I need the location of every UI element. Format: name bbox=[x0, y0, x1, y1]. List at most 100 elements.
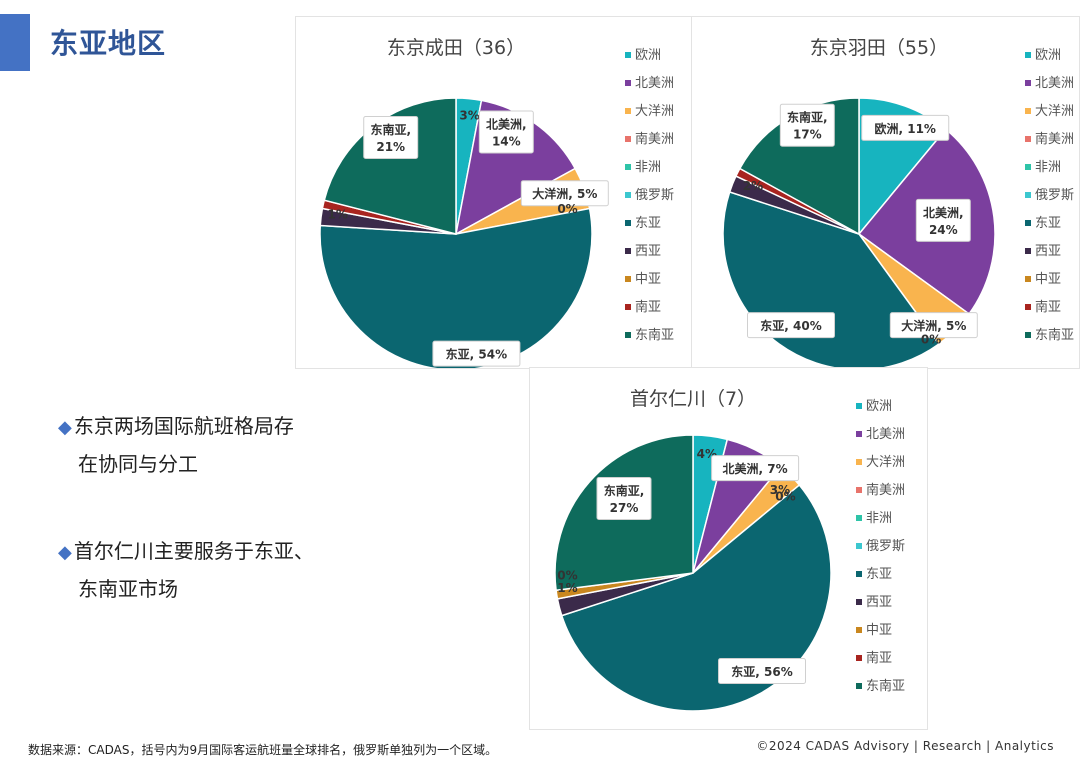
data-label: 0% bbox=[557, 568, 577, 582]
legend-item-欧洲: 欧洲 bbox=[1025, 48, 1061, 63]
copyright-note: ©2024 CADAS Advisory | Research | Analyt… bbox=[756, 739, 1054, 753]
svg-text:北美洲: 北美洲 bbox=[866, 427, 905, 442]
legend-swatch bbox=[1025, 304, 1031, 310]
legend-item-俄罗斯: 俄罗斯 bbox=[856, 539, 905, 554]
chart-panel-narita: 东京成田（36） 3% 北美洲, 14% 大洋洲, 5% 0% 东亚, 54% 1% 东南亚, 2… bbox=[295, 16, 693, 369]
pie-slice-东亚 bbox=[319, 207, 593, 368]
svg-text:1%: 1% bbox=[327, 208, 347, 222]
legend-item-东南亚: 东南亚 bbox=[625, 327, 674, 343]
data-label: 3% bbox=[770, 483, 790, 497]
svg-text:南美洲: 南美洲 bbox=[1035, 131, 1074, 147]
chart-panel-haneda: 东京羽田（55） 欧洲, 11% 北美洲, 24% 大洋洲, 5% 0% 东亚, 40% 2%… bbox=[691, 16, 1080, 369]
legend-item-北美洲: 北美洲 bbox=[856, 427, 905, 442]
svg-text:大洋洲: 大洋洲 bbox=[1035, 104, 1074, 119]
legend-swatch bbox=[625, 80, 631, 86]
svg-text:东南亚: 东南亚 bbox=[1035, 327, 1074, 343]
pie-slice-东亚 bbox=[560, 483, 832, 712]
data-label: 东亚, 56% bbox=[718, 657, 806, 684]
data-label: 0% bbox=[775, 490, 795, 504]
legend-swatch bbox=[856, 599, 862, 605]
legend-item-中亚: 中亚 bbox=[1025, 272, 1061, 287]
legend-swatch bbox=[625, 248, 631, 254]
bullet-2-line-1: 首尔仁川主要服务于东亚、 bbox=[73, 539, 314, 563]
svg-text:3%: 3% bbox=[459, 108, 479, 122]
legend-item-南美洲: 南美洲 bbox=[1025, 131, 1074, 147]
legend-swatch bbox=[1025, 276, 1031, 282]
svg-text:俄罗斯: 俄罗斯 bbox=[866, 539, 905, 554]
legend-item-非洲: 非洲 bbox=[1025, 160, 1061, 175]
legend-swatch bbox=[1025, 52, 1031, 58]
data-label: 东亚, 40% bbox=[747, 312, 835, 339]
svg-text:欧洲: 欧洲 bbox=[635, 48, 661, 63]
svg-text:南亚: 南亚 bbox=[635, 299, 661, 315]
svg-text:1%: 1% bbox=[557, 581, 577, 595]
data-label: 3% bbox=[459, 108, 479, 122]
legend-item-大洋洲: 大洋洲 bbox=[625, 104, 674, 119]
data-label: 2% bbox=[743, 179, 763, 193]
svg-text:东南亚,27%: 东南亚, 27% bbox=[604, 483, 645, 515]
svg-text:非洲: 非洲 bbox=[866, 511, 892, 526]
legend-swatch bbox=[856, 459, 862, 465]
svg-text:北美洲: 北美洲 bbox=[1035, 76, 1074, 91]
legend-item-南亚: 南亚 bbox=[1025, 299, 1061, 315]
data-label: 东南亚, 27% bbox=[596, 476, 652, 520]
svg-text:东亚, 54%: 东亚, 54% bbox=[446, 347, 507, 362]
svg-text:西亚: 西亚 bbox=[866, 595, 892, 610]
legend-swatch bbox=[625, 52, 631, 58]
svg-text:西亚: 西亚 bbox=[1035, 244, 1061, 259]
svg-text:南亚: 南亚 bbox=[866, 650, 892, 666]
svg-text:东亚: 东亚 bbox=[1035, 216, 1061, 231]
svg-text:东南亚: 东南亚 bbox=[635, 327, 674, 343]
svg-text:非洲: 非洲 bbox=[635, 160, 661, 175]
chart-title: 东京羽田（55） bbox=[810, 37, 948, 59]
pie-chart-incheon: 首尔仁川（7）4%北美洲, 7%3%0%东亚, 56%1%0%东南亚, 27%欧洲… bbox=[554, 388, 905, 712]
pie-chart-narita: 东京成田（36） 3% 北美洲, 14% 大洋洲, 5%0% 东亚, 54% 1% 东南亚, 2… bbox=[319, 37, 674, 368]
data-label: 东南亚, 21% bbox=[363, 115, 419, 159]
legend-item-东亚: 东亚 bbox=[625, 216, 661, 231]
data-label: 欧洲, 11% bbox=[861, 114, 950, 141]
legend-item-中亚: 中亚 bbox=[625, 272, 661, 287]
chart-title: 首尔仁川（7） bbox=[630, 388, 756, 410]
svg-text:0%: 0% bbox=[775, 490, 795, 504]
legend-swatch bbox=[1025, 192, 1031, 198]
data-label: 东亚, 54% bbox=[432, 340, 521, 367]
legend-swatch bbox=[856, 515, 862, 521]
legend-item-西亚: 西亚 bbox=[625, 244, 661, 259]
legend-swatch bbox=[856, 403, 862, 409]
slide-title: 东亚地区 bbox=[50, 27, 167, 60]
legend-item-大洋洲: 大洋洲 bbox=[1025, 104, 1074, 119]
data-label: 1% bbox=[557, 581, 577, 595]
legend-item-东南亚: 东南亚 bbox=[856, 678, 905, 694]
legend-item-欧洲: 欧洲 bbox=[625, 48, 661, 63]
legend-item-北美洲: 北美洲 bbox=[1025, 76, 1074, 91]
legend-item-欧洲: 欧洲 bbox=[856, 399, 892, 414]
data-label: 1% bbox=[327, 208, 347, 222]
legend-swatch bbox=[625, 220, 631, 226]
pie-chart-haneda: 东京羽田（55） 欧洲, 11% 北美洲, 24% 大洋洲, 5%0% 东亚, 40% 2%… bbox=[722, 37, 1074, 368]
legend-item-中亚: 中亚 bbox=[856, 623, 892, 638]
data-label: 大洋洲, 5% bbox=[520, 180, 609, 207]
svg-text:中亚: 中亚 bbox=[1035, 272, 1061, 287]
bullet-point-1: ◆ 东京两场国际航班格局存 在协同与分工 bbox=[58, 408, 294, 482]
legend-item-大洋洲: 大洋洲 bbox=[856, 455, 905, 470]
svg-text:南亚: 南亚 bbox=[1035, 299, 1061, 315]
legend-swatch bbox=[1025, 248, 1031, 254]
svg-text:东亚: 东亚 bbox=[866, 567, 892, 582]
svg-text:大洋洲, 5%: 大洋洲, 5% bbox=[901, 318, 966, 333]
svg-text:北美洲,24%: 北美洲, 24% bbox=[923, 205, 964, 237]
legend-swatch bbox=[856, 571, 862, 577]
svg-text:欧洲, 11%: 欧洲, 11% bbox=[875, 121, 936, 136]
bullet-1-line-2: 在协同与分工 bbox=[78, 452, 198, 476]
svg-text:3%: 3% bbox=[770, 483, 790, 497]
chart-title: 东京成田（36） bbox=[387, 37, 525, 59]
svg-text:0%: 0% bbox=[921, 333, 941, 347]
bullet-point-2: ◆ 首尔仁川主要服务于东亚、 东南亚市场 bbox=[58, 533, 314, 607]
legend-swatch bbox=[625, 276, 631, 282]
svg-text:欧洲: 欧洲 bbox=[1035, 48, 1061, 63]
legend-swatch bbox=[856, 683, 862, 689]
svg-text:非洲: 非洲 bbox=[1035, 160, 1061, 175]
data-label: 大洋洲, 5% bbox=[889, 312, 978, 339]
legend-item-南美洲: 南美洲 bbox=[856, 482, 905, 498]
legend-swatch bbox=[1025, 136, 1031, 142]
data-label: 东南亚, 17% bbox=[779, 103, 835, 147]
